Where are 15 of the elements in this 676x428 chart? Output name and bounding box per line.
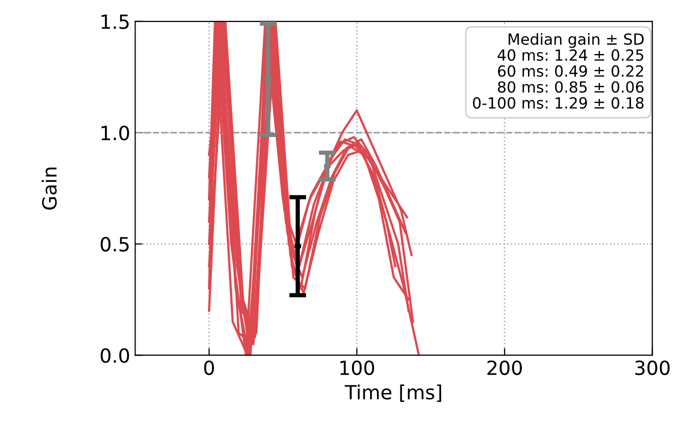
x-tick-label: 300 bbox=[635, 360, 670, 376]
y-tick-label: 0.0 bbox=[100, 348, 130, 363]
x-tick-label: 0 bbox=[204, 360, 214, 376]
annotation: 60 ms: 0.49 ± 0.22 bbox=[498, 65, 644, 77]
annotation: 40 ms: 1.24 ± 0.25 bbox=[498, 49, 644, 61]
y-tick-label: 1.5 bbox=[102, 14, 129, 30]
y-tick-label: 1.0 bbox=[102, 126, 130, 140]
annotation: 0-100 ms: 1.29 ± 0.18 bbox=[472, 97, 644, 109]
annotation: Median gain ± SD bbox=[508, 33, 644, 48]
y-axis-title: Gain bbox=[42, 168, 57, 210]
x-tick-label: 100 bbox=[340, 360, 374, 376]
x-axis-title: Time [ms] bbox=[344, 384, 442, 402]
annotation: 80 ms: 0.85 ± 0.06 bbox=[498, 81, 644, 93]
y-tick-label: 0.5 bbox=[100, 236, 129, 252]
x-tick-label: 200 bbox=[487, 360, 522, 376]
